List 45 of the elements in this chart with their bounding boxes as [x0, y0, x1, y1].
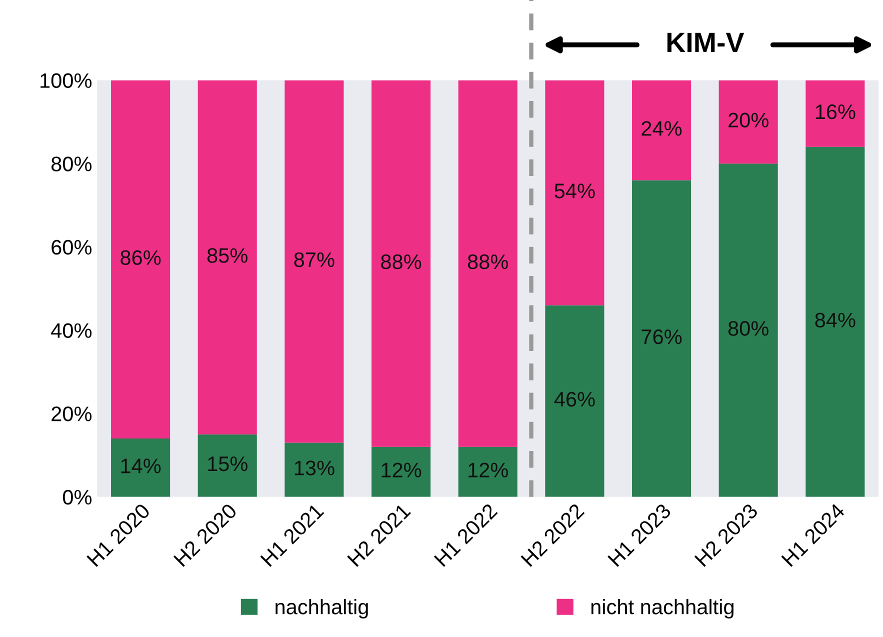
- bar: [111, 80, 170, 439]
- y-tick-label: 60%: [52, 240, 92, 255]
- data-label: 85%: [207, 248, 248, 263]
- data-label: 86%: [120, 250, 161, 265]
- data-label: 13%: [294, 460, 334, 476]
- bar: [111, 438, 170, 497]
- bar: [372, 446, 431, 497]
- data-label: 14%: [121, 458, 161, 474]
- bar: [198, 434, 257, 497]
- y-tick-label: 80%: [51, 156, 92, 172]
- bar: [545, 80, 604, 306]
- bar: [284, 80, 344, 443]
- data-label: 88%: [381, 254, 422, 270]
- data-label: 12%: [468, 462, 508, 478]
- bar: [632, 180, 692, 497]
- data-label: 54%: [554, 184, 595, 198]
- bar: [718, 164, 778, 497]
- bar: [718, 80, 778, 164]
- bar: [632, 80, 692, 180]
- y-tick-label: 40%: [51, 323, 92, 338]
- data-label: 80%: [728, 321, 768, 336]
- bar: [545, 305, 604, 497]
- y-tick-label: 100%: [40, 73, 92, 88]
- data-label: 24%: [642, 121, 682, 136]
- bar: [284, 442, 344, 497]
- text: KIM-V: [667, 32, 744, 52]
- y-tick-label: 0%: [62, 490, 92, 505]
- bar: [806, 146, 865, 497]
- bar: [458, 80, 518, 447]
- data-label: 16%: [816, 104, 856, 120]
- data-label: 76%: [642, 329, 682, 344]
- data-label: 20%: [728, 112, 768, 128]
- data-label: 12%: [382, 462, 422, 478]
- data-label: 87%: [294, 252, 334, 268]
- bar: [806, 80, 865, 147]
- data-label: 15%: [208, 456, 248, 472]
- data-label: 46%: [554, 392, 595, 407]
- bar: [198, 80, 257, 434]
- legend-label: nachhaltig: [276, 599, 368, 618]
- bar: [458, 446, 518, 497]
- data-label: 84%: [815, 312, 856, 328]
- y-tick-label: 20%: [52, 406, 92, 422]
- bar: [372, 80, 431, 447]
- data-label: 88%: [468, 254, 508, 270]
- legend-label: nicht nachhaltig: [591, 599, 734, 618]
